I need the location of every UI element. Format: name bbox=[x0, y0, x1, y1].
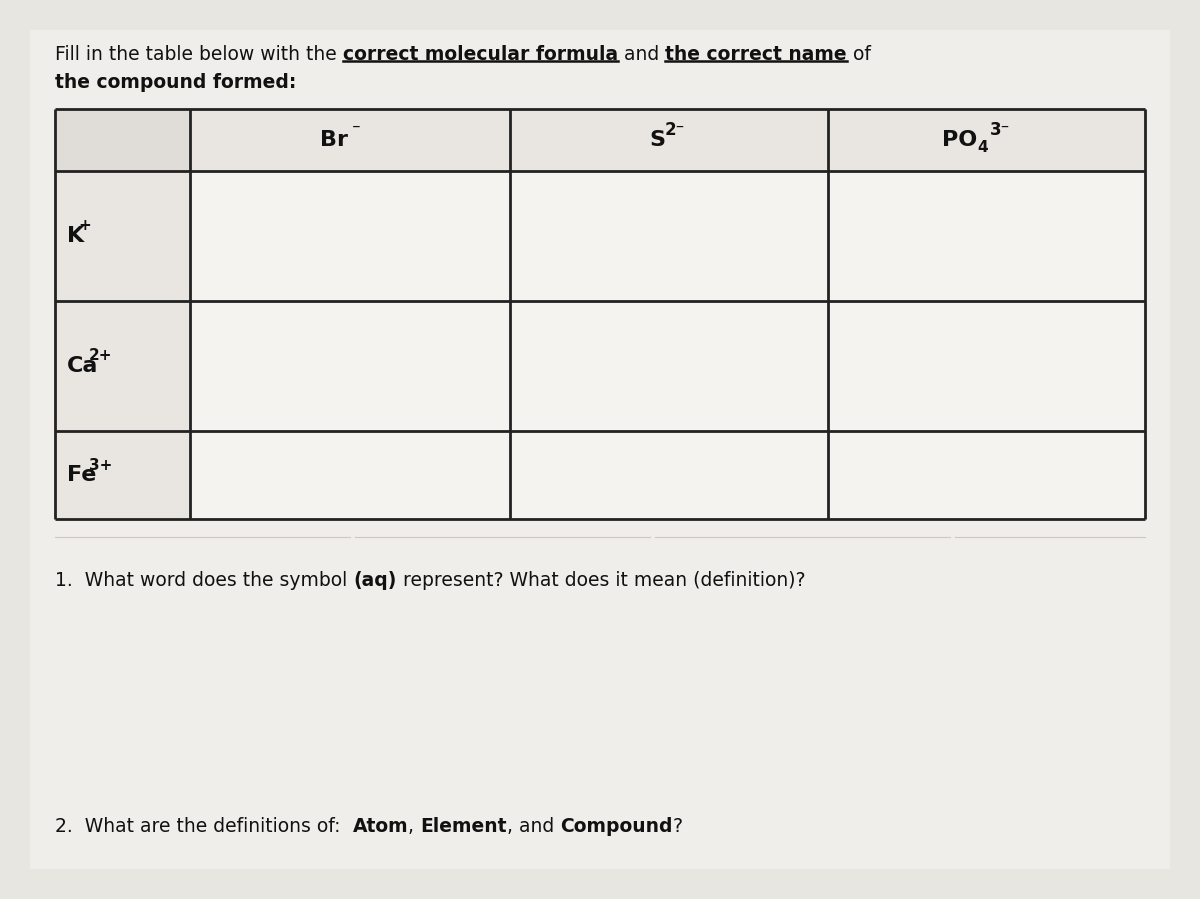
Text: 3⁻: 3⁻ bbox=[990, 121, 1010, 139]
Bar bbox=[55, 109, 190, 171]
Text: PO: PO bbox=[942, 130, 977, 150]
Bar bbox=[55, 109, 1145, 171]
Text: 4: 4 bbox=[978, 140, 988, 156]
Bar bbox=[55, 301, 190, 431]
Text: correct molecular formula: correct molecular formula bbox=[343, 44, 618, 64]
Text: Element: Element bbox=[420, 817, 506, 836]
Text: , and: , and bbox=[506, 817, 560, 836]
Text: 1.  What word does the symbol: 1. What word does the symbol bbox=[55, 572, 353, 591]
Text: represent? What does it mean (definition)?: represent? What does it mean (definition… bbox=[397, 572, 805, 591]
Bar bbox=[55, 431, 190, 519]
Text: 2.  What are the definitions of:: 2. What are the definitions of: bbox=[55, 817, 353, 836]
Bar bbox=[55, 109, 1145, 519]
Text: Ca: Ca bbox=[67, 356, 98, 376]
Text: ?: ? bbox=[672, 817, 683, 836]
Text: the correct name: the correct name bbox=[665, 44, 847, 64]
Text: Atom: Atom bbox=[353, 817, 408, 836]
Text: S: S bbox=[649, 130, 665, 150]
Text: Fe: Fe bbox=[67, 465, 96, 485]
Text: K: K bbox=[67, 226, 84, 246]
Text: Compound: Compound bbox=[560, 817, 672, 836]
Bar bbox=[55, 171, 190, 301]
Text: and: and bbox=[618, 44, 665, 64]
Text: ⁻: ⁻ bbox=[352, 121, 361, 139]
Text: Br: Br bbox=[320, 130, 348, 150]
Text: 2⁻: 2⁻ bbox=[665, 121, 685, 139]
Text: of: of bbox=[847, 44, 871, 64]
Text: 3+: 3+ bbox=[89, 458, 113, 473]
Text: 2+: 2+ bbox=[89, 349, 113, 363]
Text: ,: , bbox=[408, 817, 420, 836]
Text: (aq): (aq) bbox=[353, 572, 397, 591]
Text: the compound formed:: the compound formed: bbox=[55, 73, 296, 92]
Text: +: + bbox=[78, 218, 91, 234]
Text: Fill in the table below with the: Fill in the table below with the bbox=[55, 44, 343, 64]
